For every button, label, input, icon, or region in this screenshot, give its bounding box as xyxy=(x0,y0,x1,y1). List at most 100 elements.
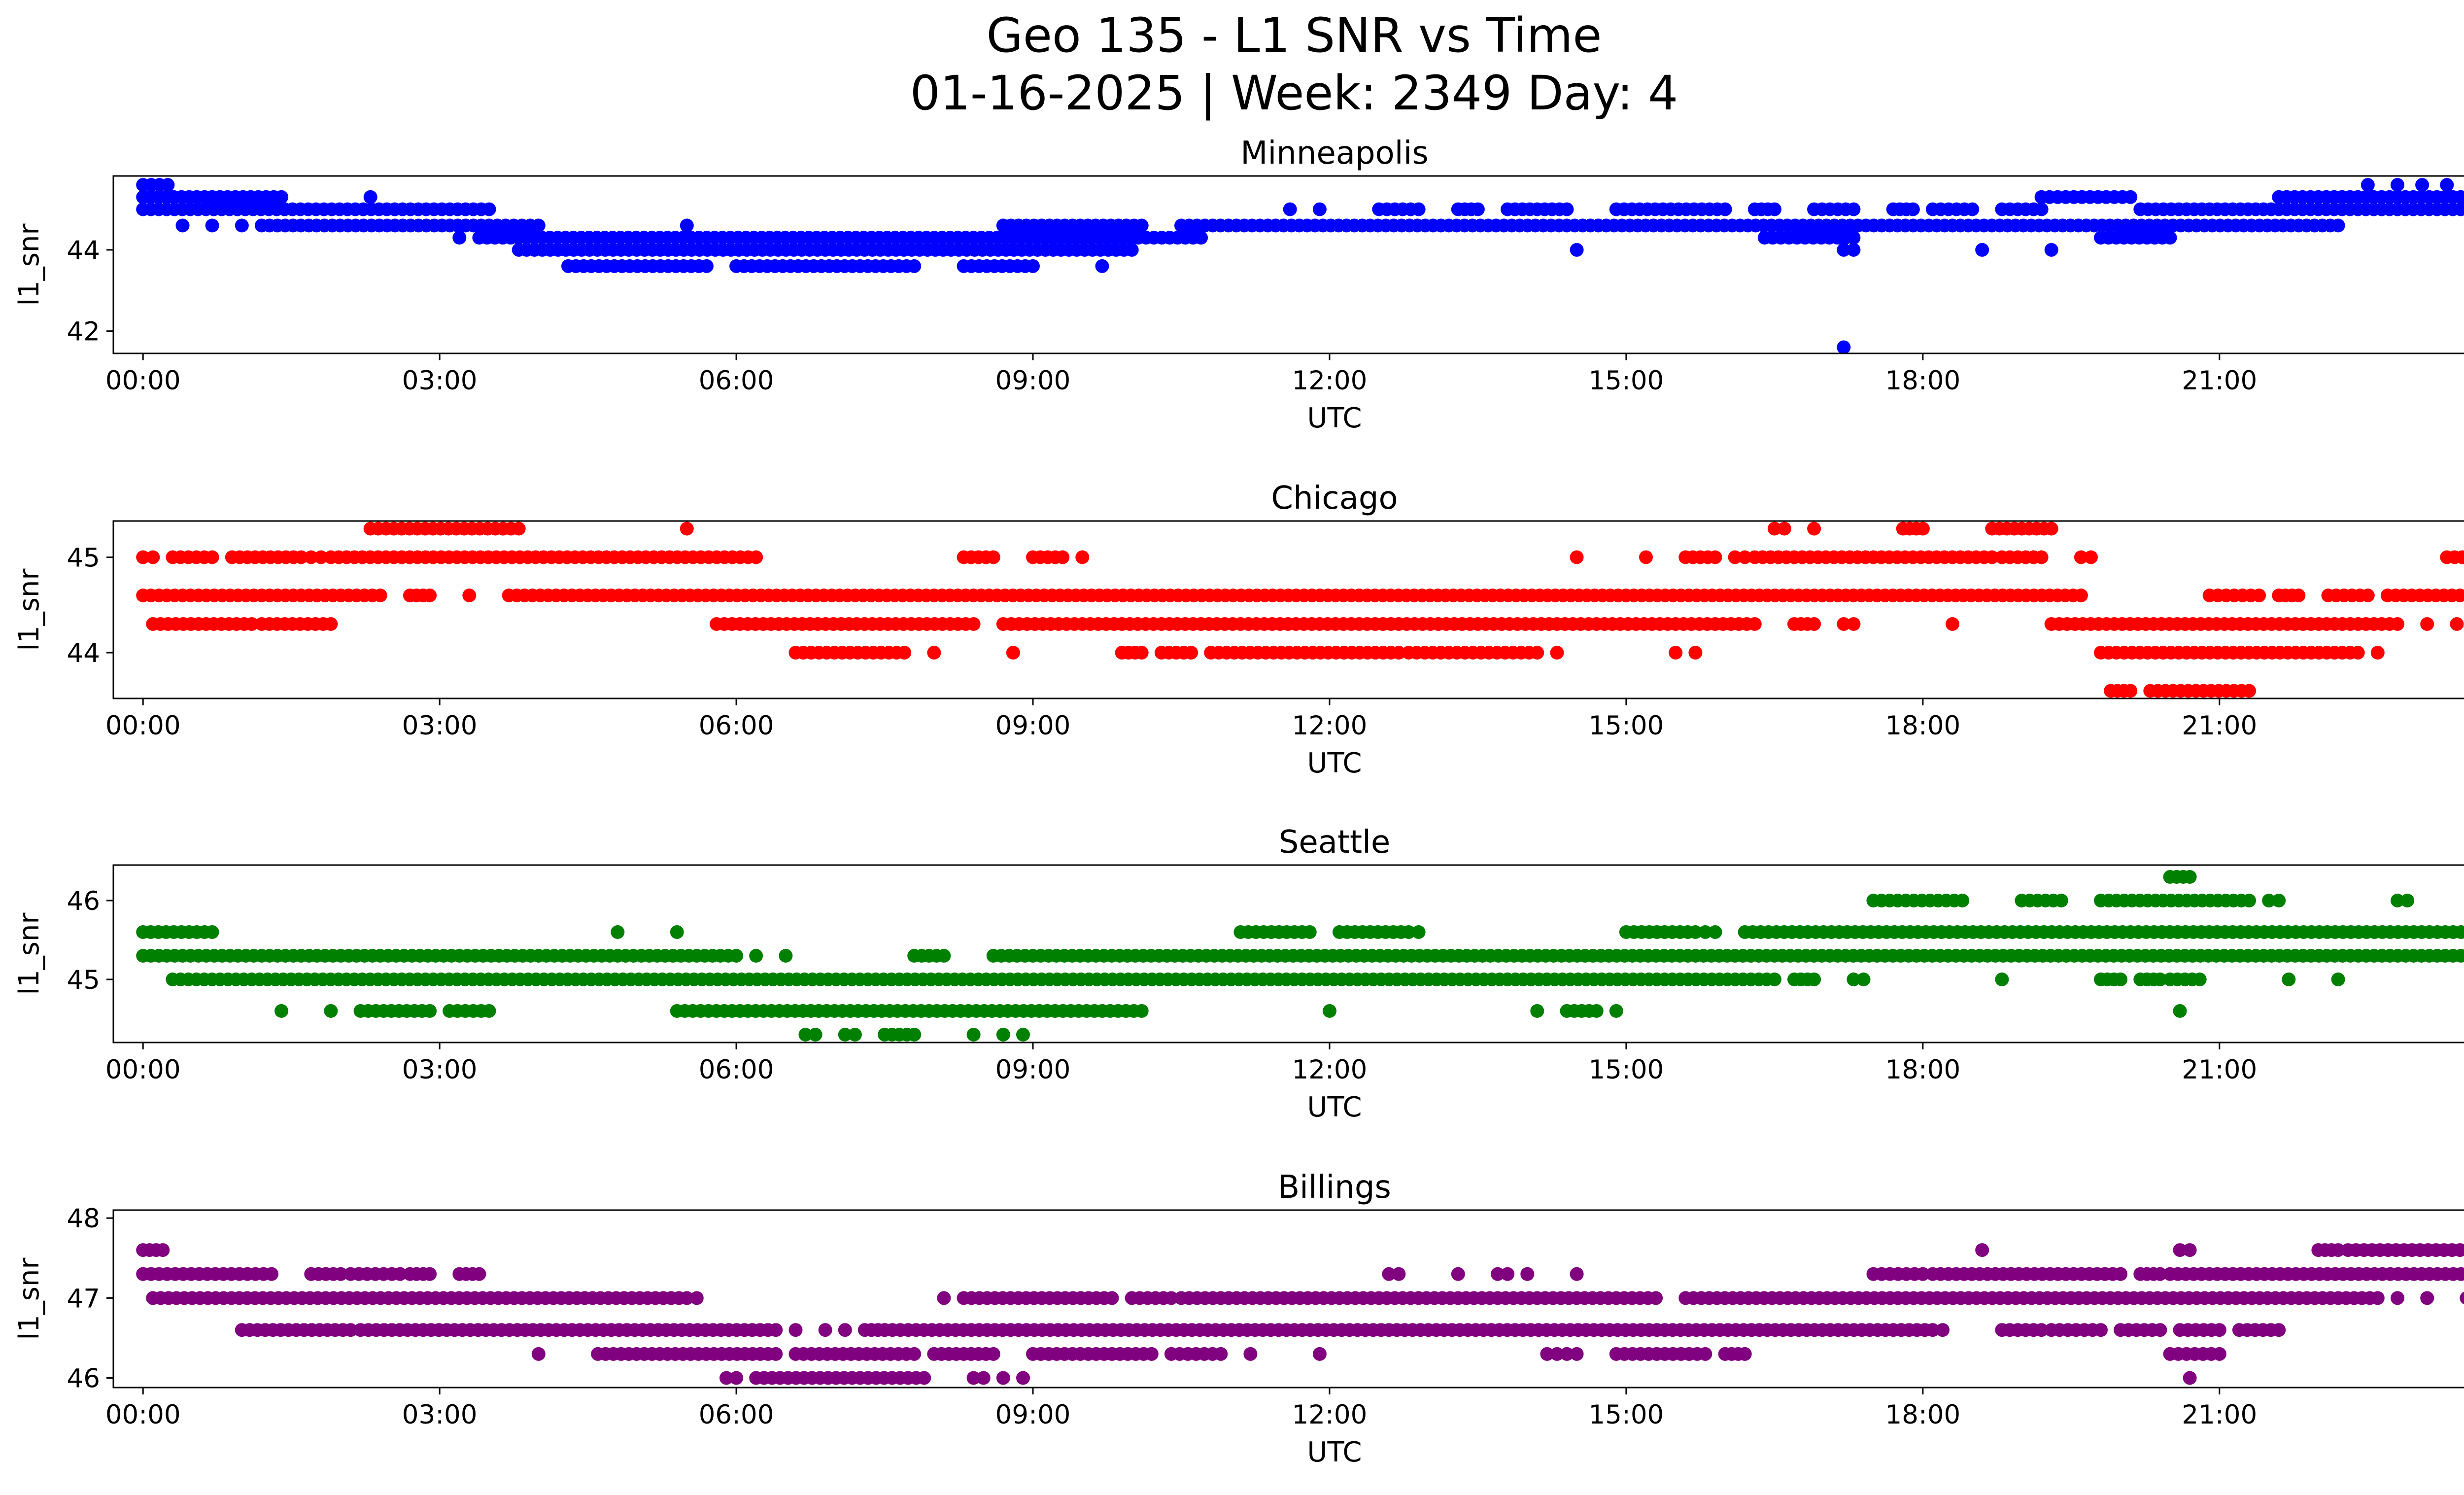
data-point xyxy=(1639,550,1653,564)
data-point xyxy=(1312,202,1327,216)
data-point xyxy=(917,1371,931,1385)
data-point xyxy=(818,1323,832,1337)
data-point xyxy=(2331,1243,2345,1257)
data-point xyxy=(512,522,526,536)
data-point xyxy=(1570,1347,1584,1361)
data-point xyxy=(2074,550,2088,564)
data-point xyxy=(848,1028,862,1042)
data-point xyxy=(1847,202,1861,216)
data-point xyxy=(1985,550,1999,564)
x-tick-label: 18:00 xyxy=(1885,711,1960,741)
data-point xyxy=(2450,617,2464,631)
x-tick-label: 21:00 xyxy=(2182,1400,2257,1430)
data-point xyxy=(1916,522,1930,536)
data-point xyxy=(1411,925,1426,939)
data-point xyxy=(1392,646,1406,660)
data-point xyxy=(680,218,694,233)
data-point xyxy=(334,1267,348,1281)
data-point xyxy=(2114,1267,2128,1281)
x-tick-label: 18:00 xyxy=(1885,366,1960,396)
data-point xyxy=(423,1267,437,1281)
data-point xyxy=(2183,1371,2197,1385)
x-tick-label: 09:00 xyxy=(995,366,1071,396)
data-point xyxy=(2272,1323,2286,1337)
data-point xyxy=(937,949,951,963)
data-point xyxy=(136,550,150,564)
data-point xyxy=(1283,202,1297,216)
data-point xyxy=(423,589,437,602)
data-point xyxy=(1540,1347,1554,1361)
data-point xyxy=(788,1323,803,1337)
data-point xyxy=(798,1028,813,1042)
data-point xyxy=(1856,973,1871,986)
data-point xyxy=(966,1371,981,1385)
data-point xyxy=(1016,1028,1030,1042)
data-point xyxy=(2123,190,2138,204)
x-tick-label: 09:00 xyxy=(995,1400,1071,1430)
data-point xyxy=(996,1371,1010,1385)
data-point xyxy=(314,550,328,564)
data-point xyxy=(719,1371,733,1385)
data-point xyxy=(462,589,477,602)
data-point xyxy=(1411,202,1426,216)
data-point xyxy=(2391,1291,2404,1305)
data-point xyxy=(2455,550,2464,564)
data-point xyxy=(1006,646,1020,660)
data-point xyxy=(927,646,941,660)
data-point xyxy=(937,1291,951,1305)
chart-panel-billings: Billings 00:00 03:00 06:00 09:00 12:00 15:00 18… xyxy=(13,1169,2464,1468)
data-point xyxy=(1767,202,1781,216)
x-tick-label: 15:00 xyxy=(1589,1055,1664,1085)
x-tick-label: 00:00 xyxy=(105,1055,181,1085)
data-point xyxy=(699,259,714,273)
x-tick-label: 21:00 xyxy=(2182,1055,2257,1085)
data-point xyxy=(2272,894,2286,907)
data-point xyxy=(1688,925,1703,939)
data-point xyxy=(2262,894,2276,907)
data-point xyxy=(2454,190,2464,204)
data-points xyxy=(136,1243,2464,1385)
data-point xyxy=(2292,589,2306,602)
data-point xyxy=(294,550,308,564)
data-point xyxy=(1777,522,1791,536)
data-point xyxy=(729,1371,744,1385)
data-point xyxy=(324,1004,338,1018)
data-point xyxy=(966,1028,981,1042)
data-point xyxy=(907,1028,922,1042)
data-point xyxy=(1847,973,1861,986)
data-point xyxy=(2084,550,2098,564)
x-tick-label: 21:00 xyxy=(2182,711,2257,741)
x-tick-label: 15:00 xyxy=(1589,711,1664,741)
x-axis-label: UTC xyxy=(1307,1436,1362,1468)
data-point xyxy=(1837,243,1851,257)
data-point xyxy=(1708,550,1722,564)
data-point xyxy=(2415,178,2430,192)
chart-title: Minneapolis xyxy=(1240,135,1428,172)
data-point xyxy=(779,949,793,963)
data-point xyxy=(2351,646,2365,660)
data-point xyxy=(1807,973,1821,986)
data-points xyxy=(136,178,2464,353)
data-point xyxy=(808,1028,822,1042)
data-point xyxy=(2462,927,2464,937)
y-tick-label: 44 xyxy=(67,236,100,266)
data-point xyxy=(1105,1291,1119,1305)
data-point xyxy=(1925,1323,1940,1337)
data-point xyxy=(2453,589,2464,602)
panels: Minneapolis 00:00 03:00 06:00 09:00 12:00 15:0… xyxy=(13,135,2464,1468)
data-point xyxy=(1847,617,1861,631)
data-point xyxy=(2153,1323,2167,1337)
x-tick-label: 00:00 xyxy=(105,711,181,741)
data-point xyxy=(2173,1004,2187,1018)
data-point xyxy=(680,1291,694,1305)
data-point xyxy=(1550,1347,1564,1361)
chart-title: Billings xyxy=(1278,1169,1391,1206)
x-tick-label: 12:00 xyxy=(1292,366,1368,396)
data-point xyxy=(1767,973,1781,986)
data-point xyxy=(680,522,694,536)
data-point xyxy=(2454,925,2464,939)
x-tick-label: 12:00 xyxy=(1292,1055,1368,1085)
figure-title-line-1: Geo 135 - L1 SNR vs Time xyxy=(987,8,1602,63)
data-point xyxy=(1056,550,1070,564)
data-point xyxy=(1708,925,1722,939)
